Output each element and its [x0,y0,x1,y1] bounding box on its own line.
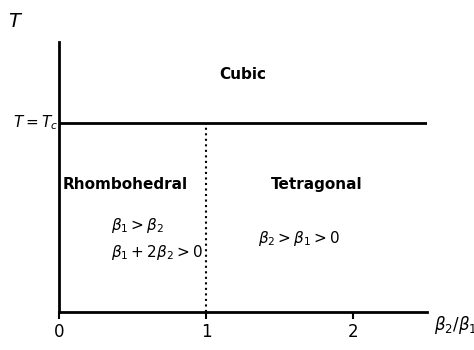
Text: $\beta_2 > \beta_1 > 0$: $\beta_2 > \beta_1 > 0$ [258,229,340,248]
Text: Cubic: Cubic [219,67,266,82]
Text: $\beta_1 > \beta_2$: $\beta_1 > \beta_2$ [110,216,164,235]
Text: $\beta_2 / \beta_1$: $\beta_2 / \beta_1$ [434,314,474,336]
Text: Rhombohedral: Rhombohedral [63,177,188,192]
Text: $\beta_1 + 2\beta_2 > 0$: $\beta_1 + 2\beta_2 > 0$ [110,243,202,262]
Text: $T = T_c$: $T = T_c$ [13,113,58,132]
Text: Tetragonal: Tetragonal [271,177,362,192]
Text: $T$: $T$ [8,12,23,31]
